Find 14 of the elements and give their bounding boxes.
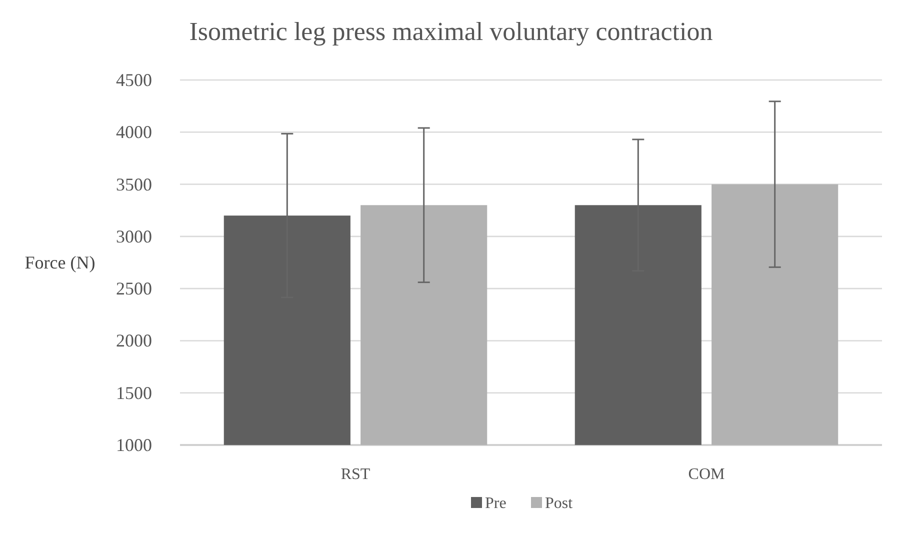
y-tick-label: 3000 — [116, 226, 152, 246]
y-tick-label: 1500 — [116, 382, 152, 403]
y-tick-label: 2000 — [116, 330, 152, 351]
legend-label: Pre — [485, 495, 506, 512]
y-tick-label: 3500 — [116, 174, 152, 194]
legend-label: Post — [545, 495, 574, 512]
y-axis-title: Force (N) — [24, 252, 96, 272]
x-tick-label: RST — [340, 466, 370, 483]
chart-title: Isometric leg press maximal voluntary contraction — [189, 17, 713, 46]
y-tick-label: 1000 — [116, 435, 152, 455]
x-tick-label: COM — [688, 466, 725, 483]
y-tick-label: 4000 — [116, 122, 152, 142]
y-tick-label: 2500 — [116, 278, 152, 299]
y-tick-label: 4500 — [116, 70, 152, 90]
